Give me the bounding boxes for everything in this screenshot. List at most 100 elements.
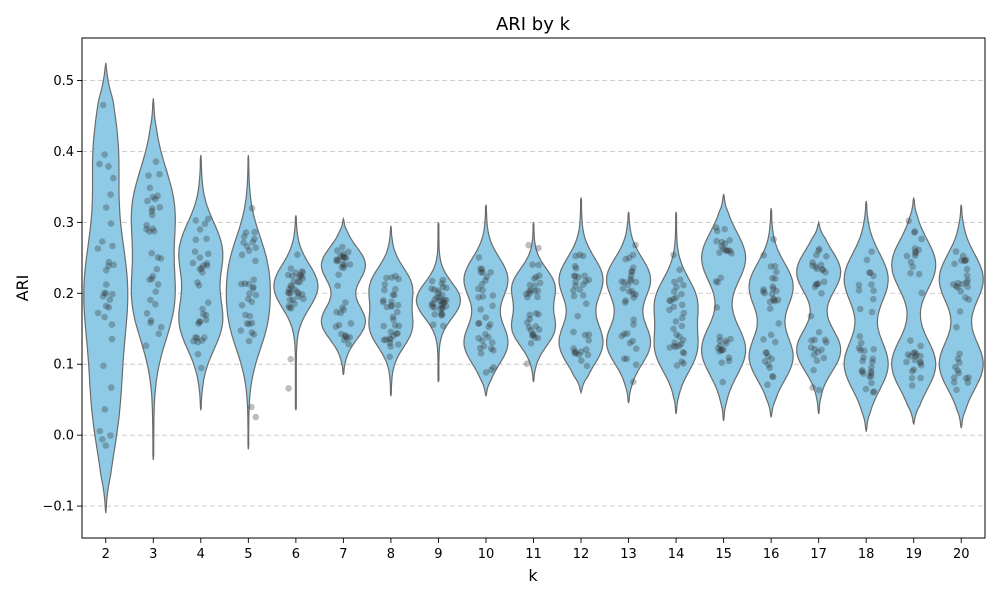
data-point xyxy=(482,314,490,321)
data-point xyxy=(394,301,402,309)
data-point xyxy=(670,303,677,311)
data-point xyxy=(907,269,914,277)
data-point xyxy=(439,300,447,307)
data-point xyxy=(671,278,678,286)
data-point xyxy=(766,364,773,372)
data-point xyxy=(950,374,958,381)
data-point xyxy=(477,268,485,276)
data-point xyxy=(431,304,439,311)
data-point xyxy=(907,352,914,360)
data-point xyxy=(388,298,395,306)
x-axis-label: k xyxy=(528,566,538,585)
data-point xyxy=(102,204,110,211)
data-point xyxy=(386,339,394,347)
data-point xyxy=(523,360,531,368)
data-point xyxy=(912,353,919,360)
data-point xyxy=(250,331,258,338)
data-point xyxy=(917,374,924,382)
data-point xyxy=(716,333,723,341)
data-point xyxy=(340,264,348,272)
data-point xyxy=(858,368,866,376)
data-point xyxy=(535,261,542,269)
data-point xyxy=(815,280,822,287)
data-point xyxy=(238,251,246,259)
data-point xyxy=(436,293,443,301)
data-point xyxy=(722,337,729,345)
violin-k11 xyxy=(510,222,557,383)
data-point xyxy=(536,279,544,287)
data-point xyxy=(437,301,445,309)
data-point xyxy=(237,327,245,334)
violin-k12 xyxy=(558,197,604,395)
data-point xyxy=(823,339,830,346)
data-point xyxy=(147,296,154,304)
x-tick-label: 17 xyxy=(810,547,827,562)
data-point xyxy=(676,266,683,274)
data-point xyxy=(243,243,251,250)
data-point xyxy=(760,286,767,293)
data-point xyxy=(572,349,580,357)
data-point xyxy=(571,349,579,357)
data-point xyxy=(475,294,482,301)
data-point xyxy=(287,265,295,272)
data-point xyxy=(251,228,258,236)
data-point xyxy=(428,285,435,293)
data-point xyxy=(191,248,199,255)
data-point xyxy=(762,349,770,356)
data-point xyxy=(478,265,486,273)
data-point xyxy=(197,364,205,372)
data-point xyxy=(285,285,293,293)
data-point xyxy=(250,276,258,284)
data-point xyxy=(579,252,587,260)
data-point xyxy=(677,340,685,348)
data-point xyxy=(532,323,540,330)
data-point xyxy=(201,334,208,342)
data-point xyxy=(489,339,496,347)
data-point xyxy=(965,296,973,303)
data-point xyxy=(437,306,444,313)
data-point xyxy=(869,358,876,366)
data-point xyxy=(630,378,637,386)
data-point xyxy=(439,291,446,299)
violin-k14 xyxy=(653,211,699,415)
data-point xyxy=(666,297,673,304)
data-point xyxy=(912,248,919,255)
data-point xyxy=(629,337,636,345)
data-point xyxy=(157,323,165,331)
data-point xyxy=(392,272,399,280)
data-point xyxy=(956,350,963,358)
data-point xyxy=(534,334,542,342)
data-point xyxy=(859,357,866,365)
data-point xyxy=(291,286,298,293)
data-point xyxy=(821,336,829,344)
data-point xyxy=(718,359,726,367)
data-point xyxy=(912,249,919,257)
y-tick-label: 0.2 xyxy=(53,287,74,302)
data-point xyxy=(951,260,958,268)
data-point xyxy=(101,289,108,297)
data-point xyxy=(630,321,637,328)
data-point xyxy=(193,334,201,342)
data-point xyxy=(714,344,722,352)
data-point xyxy=(575,351,583,359)
data-point xyxy=(769,373,776,380)
data-point xyxy=(869,389,877,396)
data-point xyxy=(868,281,875,288)
x-tick-label: 14 xyxy=(668,547,685,562)
data-point xyxy=(866,269,874,277)
data-point xyxy=(670,325,677,333)
data-point xyxy=(576,286,584,294)
data-point xyxy=(431,296,439,303)
data-point xyxy=(576,251,583,259)
data-point xyxy=(716,348,723,355)
data-point xyxy=(956,359,963,366)
data-point xyxy=(249,238,257,246)
data-point xyxy=(332,323,340,331)
data-point xyxy=(477,306,485,313)
data-point xyxy=(248,205,256,212)
data-point xyxy=(770,236,777,243)
data-point xyxy=(769,373,777,381)
data-point xyxy=(195,320,202,327)
data-point xyxy=(575,273,582,281)
data-point xyxy=(952,363,959,371)
